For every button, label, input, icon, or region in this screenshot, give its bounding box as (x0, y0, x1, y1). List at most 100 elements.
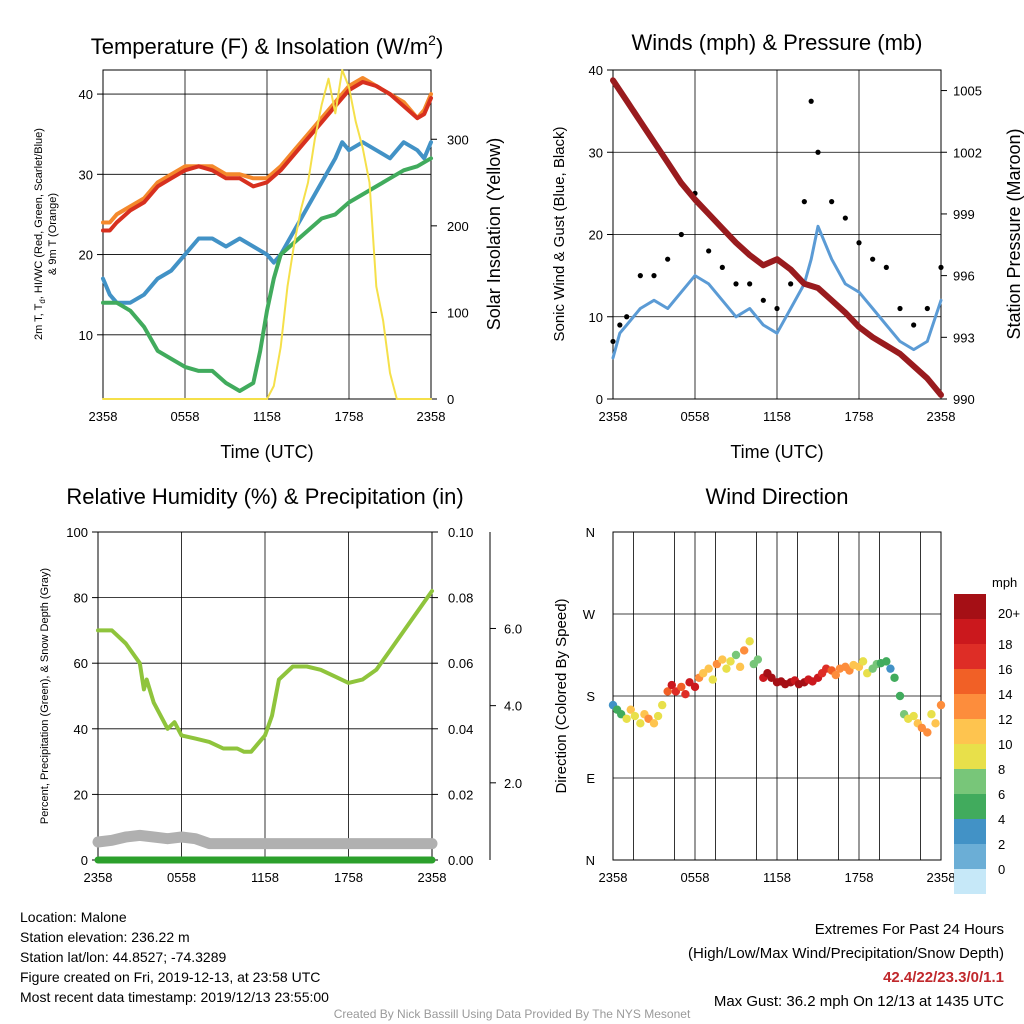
latlon-text: Station lat/lon: 44.8527; -74.3289 (20, 949, 227, 965)
y-label-part: , HI/WC (Red, Green, Scarlet/Blue) (33, 128, 45, 299)
legend-swatch (954, 644, 986, 669)
y3-tick-label: 4.0 (504, 699, 522, 714)
y2-tick-label: 1002 (953, 145, 982, 160)
created-text: Figure created on Fri, 2019-12-13, at 23… (20, 969, 321, 985)
legend-swatch (954, 794, 986, 819)
x-tick-label: 0558 (681, 409, 710, 424)
gust-point (856, 240, 862, 246)
gust-point (665, 256, 671, 262)
gust-point (610, 338, 616, 345)
direction-point (649, 719, 659, 728)
credit-text: Created By Nick Bassill Using Data Provi… (333, 1007, 691, 1021)
legend-swatch (954, 819, 986, 844)
y-tick-label: 80 (74, 591, 88, 606)
y3-tick-label: 6.0 (504, 621, 522, 636)
legend-label: 20+ (998, 606, 1020, 621)
direction-point (663, 687, 672, 696)
direction-point (704, 664, 713, 673)
panel-3: 2358 0558 1158 1758 2358 0 20 40 60 80 100 0.00 0.02… (39, 484, 522, 885)
y2-tick-label: 993 (953, 330, 975, 345)
x-tick-label: 0558 (681, 870, 710, 885)
legend-swatch (954, 844, 986, 869)
y-tick-label: 10 (589, 310, 603, 325)
direction-point (753, 655, 763, 664)
gust-point (924, 305, 930, 312)
gust-point (788, 281, 794, 287)
y-tick-label: 40 (74, 722, 88, 737)
direction-point (909, 711, 918, 721)
gust-point (719, 264, 725, 270)
y-tick-label: E (586, 771, 595, 786)
x-axis-label: Time (UTC) (220, 442, 313, 462)
x-tick-label: 2358 (599, 870, 628, 885)
x-tick-label: 1758 (845, 870, 874, 885)
y-tick-label: 40 (589, 63, 603, 78)
x-tick-label: 1758 (334, 870, 363, 885)
y2-tick-label: 0.04 (448, 722, 473, 737)
y2-tick-label: 990 (953, 392, 975, 407)
pressure-series-line (610, 77, 944, 398)
location-text: Location: Malone (20, 909, 127, 925)
direction-point (726, 657, 735, 666)
legend-swatch (954, 869, 986, 894)
gust-point (911, 322, 917, 328)
legend-swatch (954, 669, 986, 694)
y3-tick-label: 2.0 (504, 776, 522, 791)
y2-tick-label: 1005 (953, 84, 982, 99)
y-tick-label: 20 (589, 228, 603, 243)
direction-point (667, 680, 676, 690)
y2-tick-label: 0.10 (448, 525, 473, 540)
y-tick-label: 0 (596, 392, 603, 407)
y-tick-label: 30 (589, 145, 603, 160)
gust-point (651, 273, 657, 279)
direction-point (927, 710, 936, 719)
y-axis-label: 2m T, Td, HI/WC (Red, Green, Scarlet/Blu… (33, 128, 47, 340)
y-tick-label: 10 (79, 328, 93, 343)
legend-label: 8 (998, 762, 1005, 777)
gust-point (637, 273, 643, 279)
legend-label: 14 (998, 687, 1012, 702)
direction-point (708, 675, 717, 684)
legend-label: 16 (998, 662, 1012, 677)
y2-tick-label: 100 (447, 305, 469, 320)
panel-title: Relative Humidity (%) & Precipitation (i… (66, 484, 463, 509)
x-tick-label: 1158 (251, 870, 279, 885)
x-tick-label: 1758 (845, 409, 874, 424)
legend-swatch (954, 769, 986, 794)
x-tick-label: 0558 (167, 870, 196, 885)
y-tick-label: W (583, 607, 596, 622)
y-tick-label: N (586, 853, 595, 868)
y2-tick-label: 999 (953, 207, 975, 222)
y-label-part: 2m T, T (33, 303, 45, 340)
elevation-text: Station elevation: 236.22 m (20, 929, 190, 945)
gust-point (706, 248, 712, 254)
x-tick-label: 2358 (927, 870, 956, 885)
direction-point (722, 664, 731, 673)
gust-point (801, 199, 807, 205)
gust-point (808, 98, 814, 104)
direction-point (745, 637, 754, 646)
y2-tick-label: 200 (447, 219, 469, 234)
x-tick-label: 1758 (335, 409, 364, 424)
legend-swatch (954, 594, 986, 619)
legend-label: 4 (998, 812, 1005, 827)
series-line (101, 156, 433, 393)
y2-tick-label: 0.02 (448, 787, 473, 802)
direction-point (740, 646, 749, 655)
direction-point (681, 689, 690, 699)
direction-point (690, 682, 700, 692)
y-axis-label-line2: & 9m T (Orange) (47, 193, 59, 275)
panel-title: Winds (mph) & Pressure (mb) (632, 30, 923, 55)
gust-point (815, 149, 821, 155)
x-tick-label: 1158 (763, 870, 791, 885)
legend-swatch (954, 619, 986, 644)
legend-swatch (954, 719, 986, 744)
x-tick-label: 0558 (171, 409, 200, 424)
x-tick-label: 2358 (927, 409, 956, 424)
y-axis-label: Direction (Colored By Speed) (553, 598, 570, 793)
relative-humidity-line (96, 589, 434, 754)
gust-point (883, 264, 889, 270)
y-axis-label: Sonic Wind & Gust (Blue, Black) (551, 126, 568, 341)
gust-point (747, 281, 753, 287)
x-tick-label: 2358 (418, 870, 447, 885)
